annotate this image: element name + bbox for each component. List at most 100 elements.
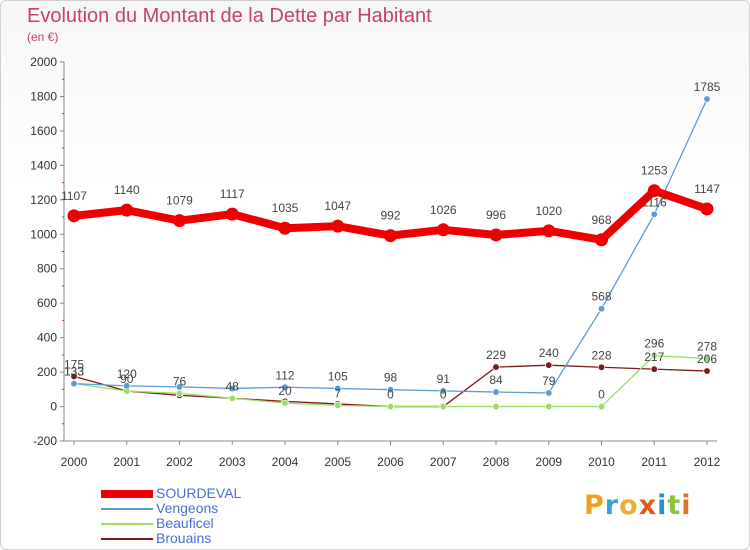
data-label: 105	[328, 369, 348, 383]
x-axis: 2000 2001 2002 2003 2004 2005 2006 2007 2008 2009…	[61, 440, 721, 469]
data-point	[123, 382, 131, 390]
data-point	[489, 228, 503, 242]
data-label: 1785	[694, 80, 721, 94]
data-point	[647, 184, 661, 198]
data-point	[67, 209, 81, 223]
data-point	[545, 402, 553, 411]
series-layer	[67, 95, 714, 411]
data-label: 968	[591, 213, 611, 227]
x-tick-label: 2007	[430, 455, 457, 469]
data-label: 84	[489, 373, 503, 387]
data-point	[542, 224, 556, 238]
data-point	[386, 402, 395, 411]
data-label: 568	[591, 290, 611, 304]
data-label: 1047	[324, 199, 351, 213]
data-label: 90	[120, 372, 134, 386]
x-tick-label: 2009	[535, 455, 562, 469]
data-point	[331, 219, 345, 233]
legend-label: SOURDEVAL	[156, 485, 242, 501]
data-label: 175	[64, 357, 84, 371]
data-point	[650, 210, 658, 218]
x-tick-label: 2005	[324, 455, 351, 469]
series-brouains	[70, 361, 711, 411]
data-point	[545, 389, 553, 397]
legend-swatch	[101, 523, 153, 525]
data-labels: 175 229 240 228 217 206 133 90 76 48 20 7 0 0 0 296 278 1…	[61, 80, 721, 402]
y-tick-label: 800	[37, 262, 57, 276]
x-tick-label: 2012	[694, 455, 721, 469]
data-point	[384, 229, 397, 243]
data-point	[597, 305, 606, 313]
data-point	[492, 388, 500, 396]
data-point	[436, 223, 450, 237]
logo-letter: r	[604, 490, 620, 521]
chart-subtitle: (en €)	[27, 30, 59, 44]
logo-letter: P	[584, 490, 605, 521]
data-label: 7	[334, 386, 341, 400]
data-label: 133	[64, 365, 84, 379]
data-point	[650, 351, 658, 360]
data-label: 91	[437, 372, 451, 386]
y-axis: -200 0 200 400 600 800 1000 1200 1400 1600 1800 200…	[30, 55, 65, 448]
data-point	[597, 402, 606, 411]
legend-swatch	[101, 538, 153, 540]
data-point	[650, 365, 658, 373]
data-point	[175, 389, 184, 398]
data-point	[70, 372, 78, 381]
data-point	[334, 401, 342, 409]
logo-letter: o	[619, 490, 639, 521]
data-point	[70, 379, 78, 388]
data-point	[228, 394, 236, 402]
data-label: 217	[644, 350, 664, 364]
data-label: 1026	[430, 203, 457, 217]
y-tick-label: 200	[37, 365, 57, 379]
data-label: 76	[173, 374, 187, 388]
y-tick-label: -200	[33, 434, 57, 448]
x-tick-label: 2010	[588, 455, 615, 469]
y-tick-label: 400	[37, 331, 57, 345]
data-label: 229	[486, 348, 506, 362]
series-vengeons	[70, 95, 711, 397]
x-tick-label: 2004	[272, 455, 299, 469]
data-point	[703, 355, 711, 363]
data-label: 1035	[272, 201, 299, 215]
series-line	[73, 98, 708, 394]
data-label: 206	[697, 352, 717, 366]
data-point	[492, 402, 500, 411]
x-tick-label: 2002	[166, 455, 193, 469]
y-tick-label: 1200	[30, 193, 57, 207]
data-label: 98	[384, 371, 398, 385]
data-point	[281, 383, 289, 391]
y-tick-label: 2000	[30, 55, 57, 69]
logo-letter: i	[681, 490, 692, 521]
data-label: 1117	[220, 187, 245, 201]
proxiti-logo: Proxiti	[584, 490, 692, 521]
legend-swatch	[101, 490, 153, 498]
data-label: 240	[539, 346, 559, 360]
data-point	[703, 95, 711, 103]
data-label: 1079	[166, 194, 193, 208]
x-tick-label: 2003	[219, 455, 246, 469]
data-point	[700, 202, 714, 216]
data-label: 79	[542, 374, 556, 388]
logo-letter: t	[667, 490, 682, 521]
legend-label: Vengeons	[156, 500, 219, 516]
data-point	[492, 363, 500, 371]
data-label: 1253	[641, 164, 668, 178]
legend-label: Brouains	[156, 530, 212, 546]
data-label: 996	[486, 208, 506, 222]
data-label: 296	[644, 337, 664, 351]
x-tick-label: 2008	[483, 455, 510, 469]
y-tick-label: 0	[50, 400, 57, 414]
legend-label: Beauficel	[156, 515, 214, 531]
data-point	[173, 214, 186, 228]
data-label: 0	[440, 388, 447, 402]
y-tick-label: 1600	[30, 124, 57, 138]
data-point	[334, 384, 342, 393]
data-label: 1107	[61, 189, 87, 203]
data-label: 1147	[694, 182, 720, 196]
data-point	[703, 367, 711, 375]
legend-swatch	[101, 508, 153, 510]
